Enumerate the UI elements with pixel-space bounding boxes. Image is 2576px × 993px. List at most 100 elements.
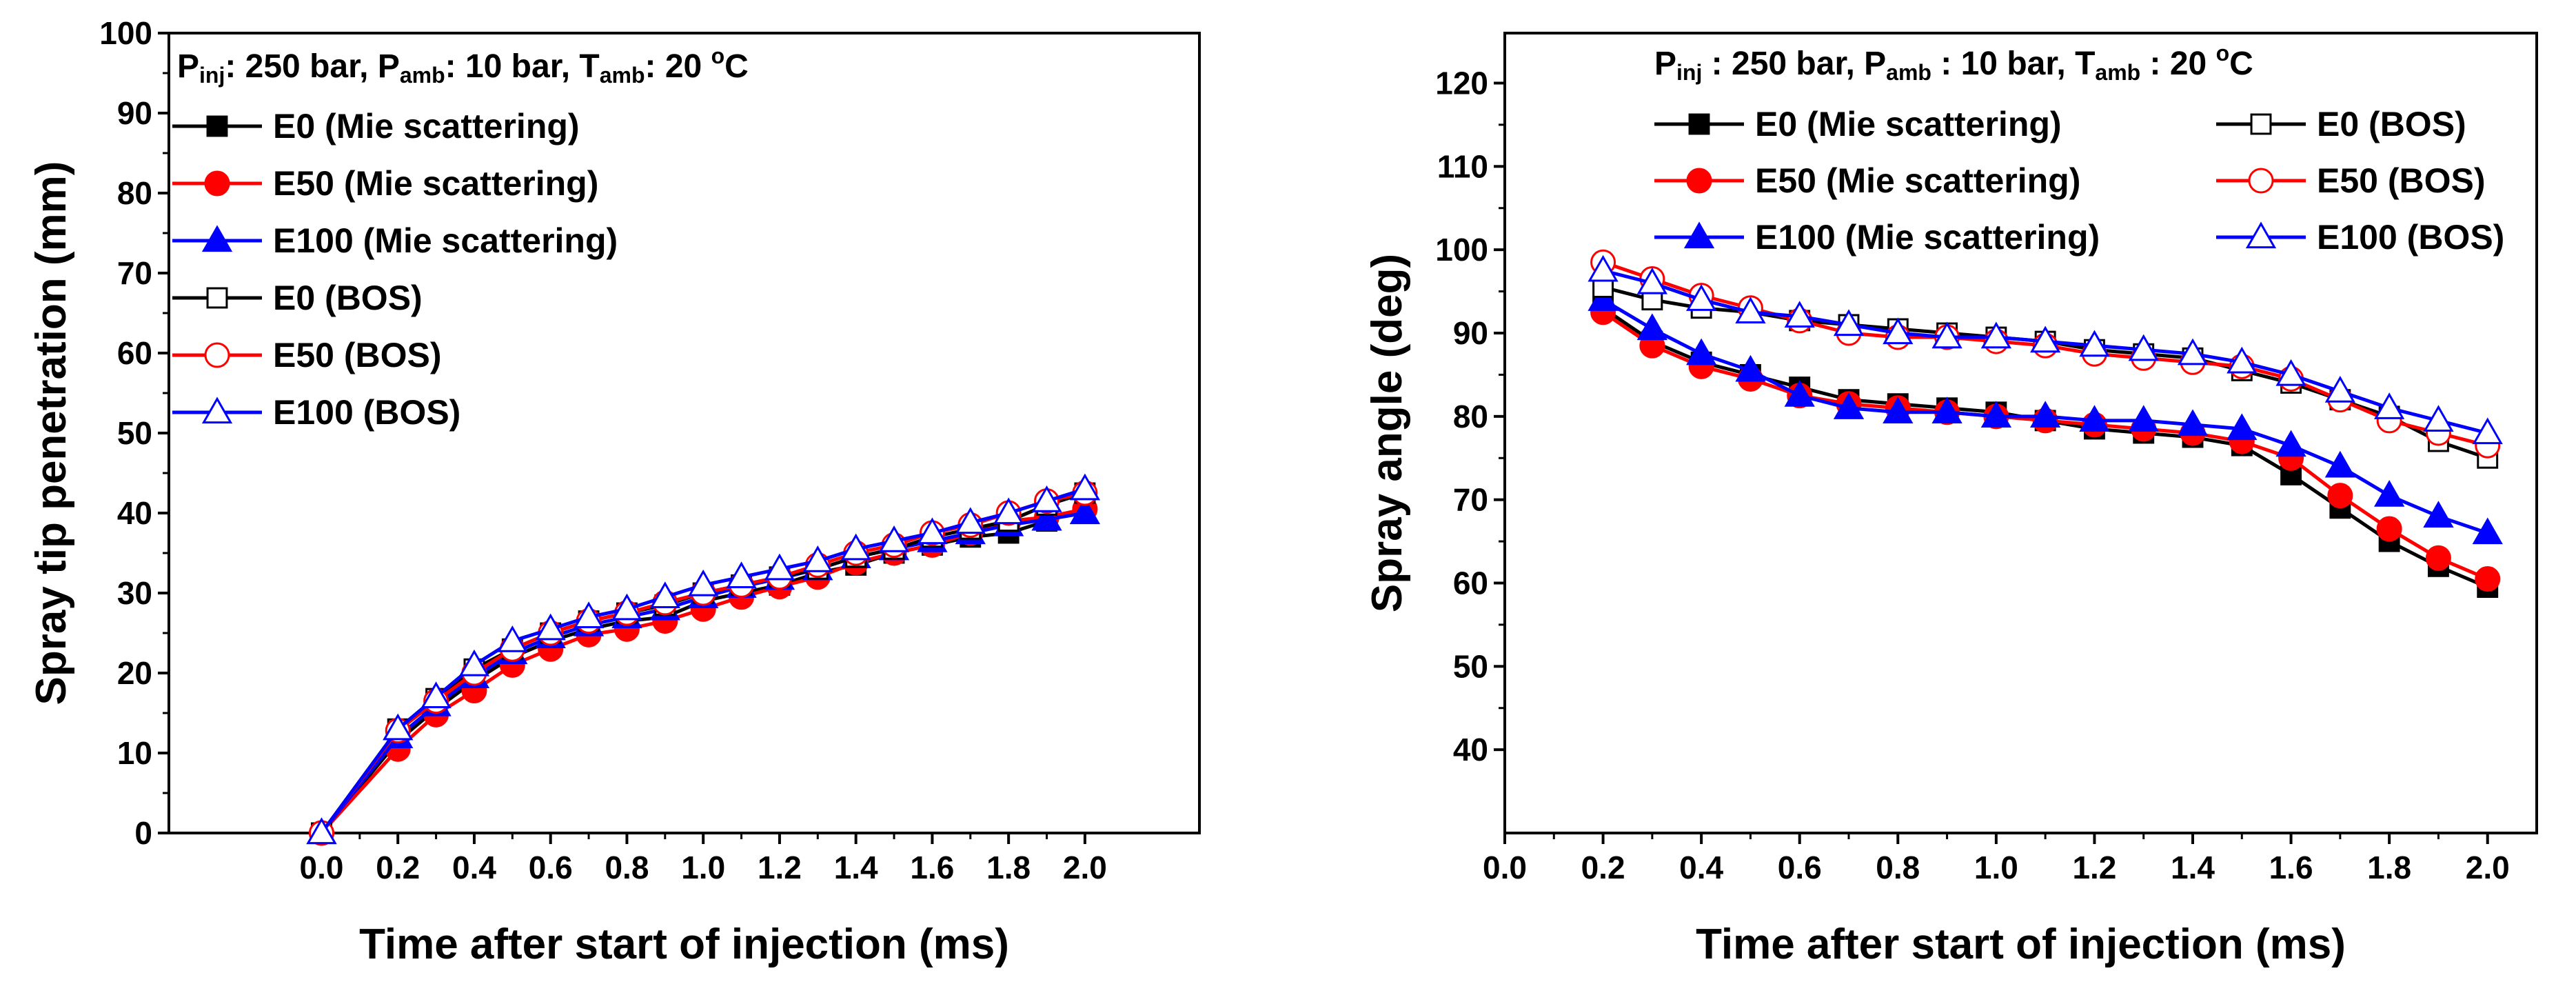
data-point — [2423, 405, 2454, 432]
y-tick-label: 0 — [134, 815, 152, 851]
data-point — [1686, 284, 1717, 311]
legend-item: E100 (BOS) — [172, 393, 460, 432]
data-point — [2030, 325, 2061, 353]
x-tick-label: 1.8 — [986, 850, 1031, 885]
legend-marker — [2245, 221, 2277, 249]
legend-marker — [206, 115, 228, 137]
series-e50-mie-scattering- — [308, 496, 1098, 846]
series-e0-mie-scattering- — [311, 498, 1096, 844]
data-point — [726, 561, 757, 588]
x-tick-label: 1.4 — [834, 850, 878, 885]
x-tick-label: 1.4 — [2171, 850, 2215, 885]
data-point — [1636, 267, 1667, 294]
data-point — [1883, 317, 1914, 345]
conditions-text: Pinj : 250 bar, Pamb : 10 bar, Tamb : 20… — [1654, 41, 2253, 85]
x-axis-label: Time after start of injection (ms) — [1696, 921, 2346, 968]
legend-item: E0 (BOS) — [172, 279, 423, 317]
plot-frame — [1503, 32, 2538, 834]
chart-panel-1: 0.0 0.2 0.4 0.6 0.8 1.0 1.2 1.4 1.6 1.8 2.0 0 10 20 30… — [28, 15, 1201, 968]
data-point — [2030, 401, 2061, 428]
data-point — [573, 601, 605, 628]
legend-item: E50 (Mie scattering) — [1654, 161, 2080, 200]
y-axis-label: Spray angle (deg) — [1363, 254, 1411, 612]
data-point — [2327, 483, 2353, 509]
series-e100-bos- — [1588, 254, 2503, 445]
y-tick-label: 90 — [117, 95, 152, 131]
data-point — [840, 533, 871, 561]
x-tick-label: 2.0 — [2466, 850, 2510, 885]
data-point — [2423, 501, 2454, 528]
y-axis-label: Spray tip penetration (mm) — [28, 161, 75, 705]
legend-marker — [204, 170, 230, 197]
legend-label: E100 (Mie scattering) — [273, 221, 618, 260]
y-tick-label: 10 — [117, 735, 152, 771]
data-point — [2475, 565, 2501, 592]
data-point — [1588, 284, 1619, 311]
x-tick-label: 2.0 — [1063, 850, 1107, 885]
legend-marker — [1686, 168, 1712, 194]
data-point — [2324, 450, 2355, 478]
y-tick-label: 80 — [117, 175, 152, 211]
data-point — [535, 613, 566, 641]
data-point — [2227, 346, 2258, 374]
x-tick-label: 1.6 — [910, 850, 954, 885]
data-point — [1735, 354, 1766, 382]
data-point — [764, 553, 795, 581]
chart-panel-2: 0.0 0.2 0.4 0.6 0.8 1.0 1.2 1.4 1.6 1.8 2.0 40 50 60 7… — [1363, 32, 2538, 968]
y-tick-label: 110 — [1437, 148, 1488, 184]
legend-marker — [206, 287, 228, 309]
legend-label: E0 (Mie scattering) — [1755, 105, 2062, 143]
legend-item: E50 (Mie scattering) — [172, 164, 598, 203]
data-point — [2079, 405, 2110, 432]
data-point — [1980, 321, 2011, 349]
series-line — [320, 507, 1086, 834]
data-point — [383, 713, 414, 741]
data-point — [1031, 503, 1062, 531]
y-tick-label: 60 — [1453, 565, 1488, 601]
data-point — [1931, 321, 1963, 349]
legend-label: E0 (BOS) — [2317, 105, 2466, 143]
legend-marker — [201, 225, 233, 252]
data-point — [1883, 397, 1914, 423]
series-e0-bos- — [311, 482, 1096, 844]
y-tick-label: 60 — [117, 335, 152, 371]
legend-label: E50 (Mie scattering) — [273, 164, 598, 203]
data-point — [2128, 405, 2159, 432]
data-point — [802, 545, 833, 572]
legend-item: E0 (Mie scattering) — [1654, 105, 2062, 143]
x-tick-label: 1.2 — [758, 850, 802, 885]
series-e100-mie-scattering- — [306, 497, 1101, 845]
legend: E0 (Mie scattering) E50 (Mie scattering) E… — [172, 107, 618, 432]
legend-label: E100 (BOS) — [273, 393, 460, 432]
legend-marker — [2250, 113, 2272, 135]
legend-label: E0 (BOS) — [273, 279, 423, 317]
y-tick-label: 40 — [1453, 732, 1488, 768]
data-point — [1784, 301, 1815, 328]
data-point — [993, 497, 1024, 525]
legend-marker — [1683, 221, 1715, 249]
legend-label: E50 (BOS) — [2317, 161, 2486, 200]
legend-label: E0 (Mie scattering) — [273, 107, 580, 146]
y-tick-label: 50 — [1453, 648, 1488, 684]
x-tick-label: 1.2 — [2072, 850, 2116, 885]
legend: E0 (Mie scattering) E50 (Mie scattering) E… — [1654, 105, 2504, 257]
y-tick-label: 70 — [1453, 482, 1488, 518]
y-tick-label: 70 — [117, 255, 152, 291]
series-e100-mie-scattering- — [1588, 284, 2503, 545]
y-tick-label: 50 — [117, 415, 152, 451]
series-line — [320, 507, 1086, 834]
legend-item: E0 (BOS) — [2216, 105, 2466, 143]
data-point — [1031, 485, 1062, 512]
legend-item: E50 (BOS) — [172, 336, 442, 374]
data-point — [1735, 297, 1766, 323]
data-point — [2079, 330, 2110, 357]
legend-label: E100 (BOS) — [2317, 218, 2504, 257]
x-tick-label: 0.2 — [376, 850, 420, 885]
data-point — [1931, 397, 1963, 423]
x-tick-label: 0.2 — [1581, 850, 1625, 885]
x-axis-label: Time after start of injection (ms) — [359, 921, 1009, 968]
data-point — [2374, 480, 2405, 507]
x-tick-label: 0.0 — [300, 850, 344, 885]
y-tick-label: 40 — [117, 495, 152, 531]
data-point — [2472, 417, 2503, 445]
